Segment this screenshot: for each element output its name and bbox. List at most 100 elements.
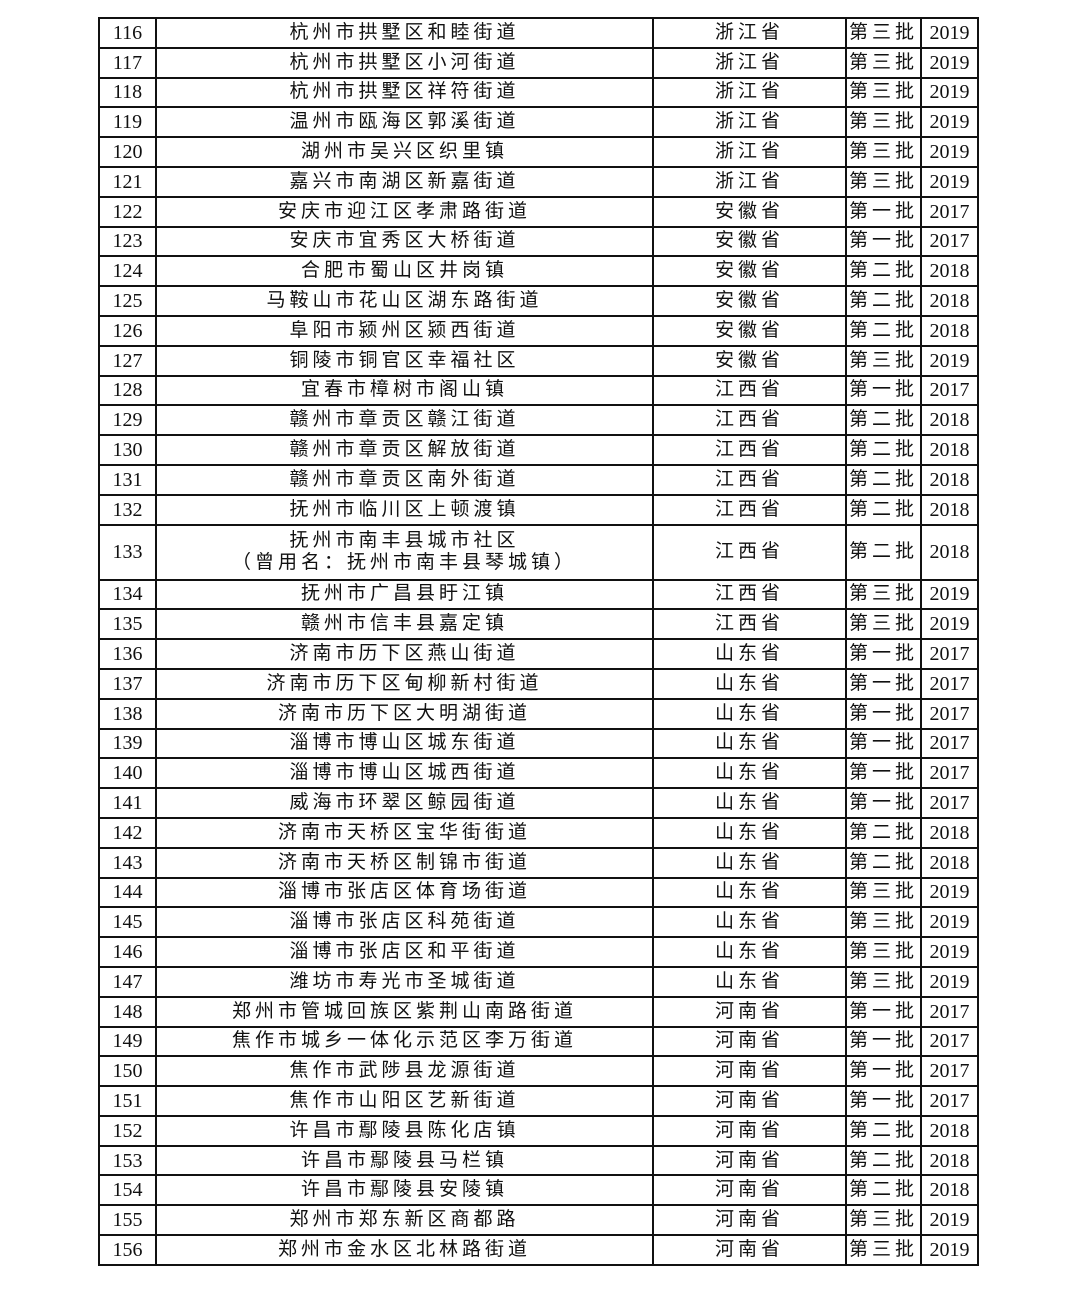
row-number-cell: 156 xyxy=(98,1234,157,1266)
row-number-cell: 147 xyxy=(98,965,157,998)
year-cell: 2018 xyxy=(920,1174,979,1207)
year-cell: 2017 xyxy=(920,727,979,760)
table-row: 135 赣州市信丰县嘉定镇 江西省 第三批 2019 xyxy=(98,608,979,641)
province-cell: 安徽省 xyxy=(652,285,847,317)
batch-cell: 第二批 xyxy=(845,404,922,437)
row-number-cell: 127 xyxy=(98,344,157,377)
table-row: 121 嘉兴市南湖区新嘉街道 浙江省 第三批 2019 xyxy=(98,165,979,198)
place-name-cell: 济南市历下区燕山街道 xyxy=(155,638,654,670)
batch-cell: 第三批 xyxy=(845,578,922,611)
batch-cell: 第一批 xyxy=(845,697,922,730)
province-cell: 安徽省 xyxy=(652,344,847,377)
province-cell: 浙江省 xyxy=(652,136,847,168)
batch-cell: 第三批 xyxy=(845,876,922,909)
batch-cell: 第一批 xyxy=(845,638,922,670)
row-number-cell: 139 xyxy=(98,727,157,760)
year-cell: 2017 xyxy=(920,995,979,1028)
province-cell: 山东省 xyxy=(652,727,847,760)
year-cell: 2017 xyxy=(920,697,979,730)
place-name-cell: 焦作市武陟县龙源街道 xyxy=(155,1055,654,1088)
table-row: 124 合肥市蜀山区井岗镇 安徽省 第二批 2018 xyxy=(98,255,979,288)
place-name-cell: 杭州市拱墅区和睦街道 xyxy=(155,17,654,49)
year-cell: 2018 xyxy=(920,404,979,437)
row-number-cell: 116 xyxy=(98,17,157,49)
batch-cell: 第三批 xyxy=(845,965,922,998)
table-row: 143 济南市天桥区制锦市街道 山东省 第二批 2018 xyxy=(98,846,979,879)
province-cell: 河南省 xyxy=(652,995,847,1028)
year-cell: 2017 xyxy=(920,757,979,790)
table-row: 128 宜春市樟树市阁山镇 江西省 第一批 2017 xyxy=(98,374,979,407)
row-number-cell: 145 xyxy=(98,906,157,939)
table-row: 145 淄博市张店区科苑街道 山东省 第三批 2019 xyxy=(98,906,979,939)
place-name-cell: 抚州市临川区上顿渡镇 xyxy=(155,493,654,526)
place-name-cell: 焦作市山阳区艺新街道 xyxy=(155,1085,654,1117)
row-number-cell: 138 xyxy=(98,697,157,730)
year-cell: 2019 xyxy=(920,906,979,939)
row-number-cell: 131 xyxy=(98,463,157,496)
table-row: 129 赣州市章贡区赣江街道 江西省 第二批 2018 xyxy=(98,404,979,437)
place-name-cell: 威海市环翠区鲸园街道 xyxy=(155,787,654,819)
batch-cell: 第二批 xyxy=(845,314,922,347)
row-number-cell: 136 xyxy=(98,638,157,670)
row-number-cell: 130 xyxy=(98,434,157,466)
year-cell: 2019 xyxy=(920,344,979,377)
place-name-cell: 淄博市张店区和平街道 xyxy=(155,936,654,968)
batch-cell: 第三批 xyxy=(845,136,922,168)
table-row: 155 郑州市郑东新区商都路 河南省 第三批 2019 xyxy=(98,1204,979,1237)
place-name-cell: 抚州市广昌县盱江镇 xyxy=(155,578,654,611)
year-cell: 2019 xyxy=(920,936,979,968)
place-name-cell: 济南市天桥区制锦市街道 xyxy=(155,846,654,879)
year-cell: 2017 xyxy=(920,1085,979,1117)
batch-cell: 第二批 xyxy=(845,1174,922,1207)
batch-cell: 第一批 xyxy=(845,1055,922,1088)
place-name-cell: 郑州市管城回族区紫荆山南路街道 xyxy=(155,995,654,1028)
province-cell: 浙江省 xyxy=(652,106,847,139)
place-name-cell: 淄博市张店区体育场街道 xyxy=(155,876,654,909)
batch-cell: 第二批 xyxy=(845,1144,922,1177)
year-cell: 2018 xyxy=(920,1144,979,1177)
row-number-cell: 144 xyxy=(98,876,157,909)
year-cell: 2018 xyxy=(920,434,979,466)
year-cell: 2017 xyxy=(920,1055,979,1088)
row-number-cell: 118 xyxy=(98,76,157,109)
table-row: 120 湖州市吴兴区织里镇 浙江省 第三批 2019 xyxy=(98,136,979,168)
province-cell: 浙江省 xyxy=(652,165,847,198)
batch-cell: 第三批 xyxy=(845,936,922,968)
batch-cell: 第一批 xyxy=(845,757,922,790)
batch-cell: 第二批 xyxy=(845,816,922,849)
row-number-cell: 134 xyxy=(98,578,157,611)
province-cell: 安徽省 xyxy=(652,225,847,258)
batch-cell: 第三批 xyxy=(845,1234,922,1266)
batch-cell: 第二批 xyxy=(845,285,922,317)
batch-cell: 第二批 xyxy=(845,434,922,466)
year-cell: 2019 xyxy=(920,578,979,611)
table-row: 138 济南市历下区大明湖街道 山东省 第一批 2017 xyxy=(98,697,979,730)
year-cell: 2018 xyxy=(920,314,979,347)
row-number-cell: 129 xyxy=(98,404,157,437)
batch-cell: 第二批 xyxy=(845,255,922,288)
table-body: 116 杭州市拱墅区和睦街道 浙江省 第三批 2019 117 杭州市拱墅区小河街道 浙江省第… xyxy=(98,17,979,1266)
place-name: 抚州市南丰县城市社区 xyxy=(289,530,520,552)
table-row: 146 淄博市张店区和平街道 山东省 第三批 2019 xyxy=(98,936,979,968)
province-cell: 山东省 xyxy=(652,667,847,700)
place-name-cell: 焦作市城乡一体化示范区李万街道 xyxy=(155,1025,654,1058)
place-name-cell: 赣州市章贡区南外街道 xyxy=(155,463,654,496)
province-cell: 山东省 xyxy=(652,697,847,730)
batch-cell: 第一批 xyxy=(845,667,922,700)
province-cell: 河南省 xyxy=(652,1085,847,1117)
batch-cell: 第一批 xyxy=(845,374,922,407)
table-row: 122 安庆市迎江区孝肃路街道 安徽省 第一批 2017 xyxy=(98,195,979,228)
table-row: 140 淄博市博山区城西街道 山东省 第一批 2017 xyxy=(98,757,979,790)
table-row: 154 许昌市鄢陵县安陵镇 河南省 第二批 2018 xyxy=(98,1174,979,1207)
place-name-cell: 杭州市拱墅区小河街道 xyxy=(155,46,654,79)
batch-cell: 第二批 xyxy=(845,846,922,879)
province-cell: 江西省 xyxy=(652,434,847,466)
batch-cell: 第三批 xyxy=(845,608,922,641)
year-cell: 2019 xyxy=(920,965,979,998)
batch-cell: 第三批 xyxy=(845,76,922,109)
batch-cell: 第三批 xyxy=(845,344,922,377)
place-name-cell: 宜春市樟树市阁山镇 xyxy=(155,374,654,407)
province-cell: 江西省 xyxy=(652,578,847,611)
table-row: 150 焦作市武陟县龙源街道 河南省 第一批 2017 xyxy=(98,1055,979,1088)
table-row: 144 淄博市张店区体育场街道 山东省 第三批 2019 xyxy=(98,876,979,909)
